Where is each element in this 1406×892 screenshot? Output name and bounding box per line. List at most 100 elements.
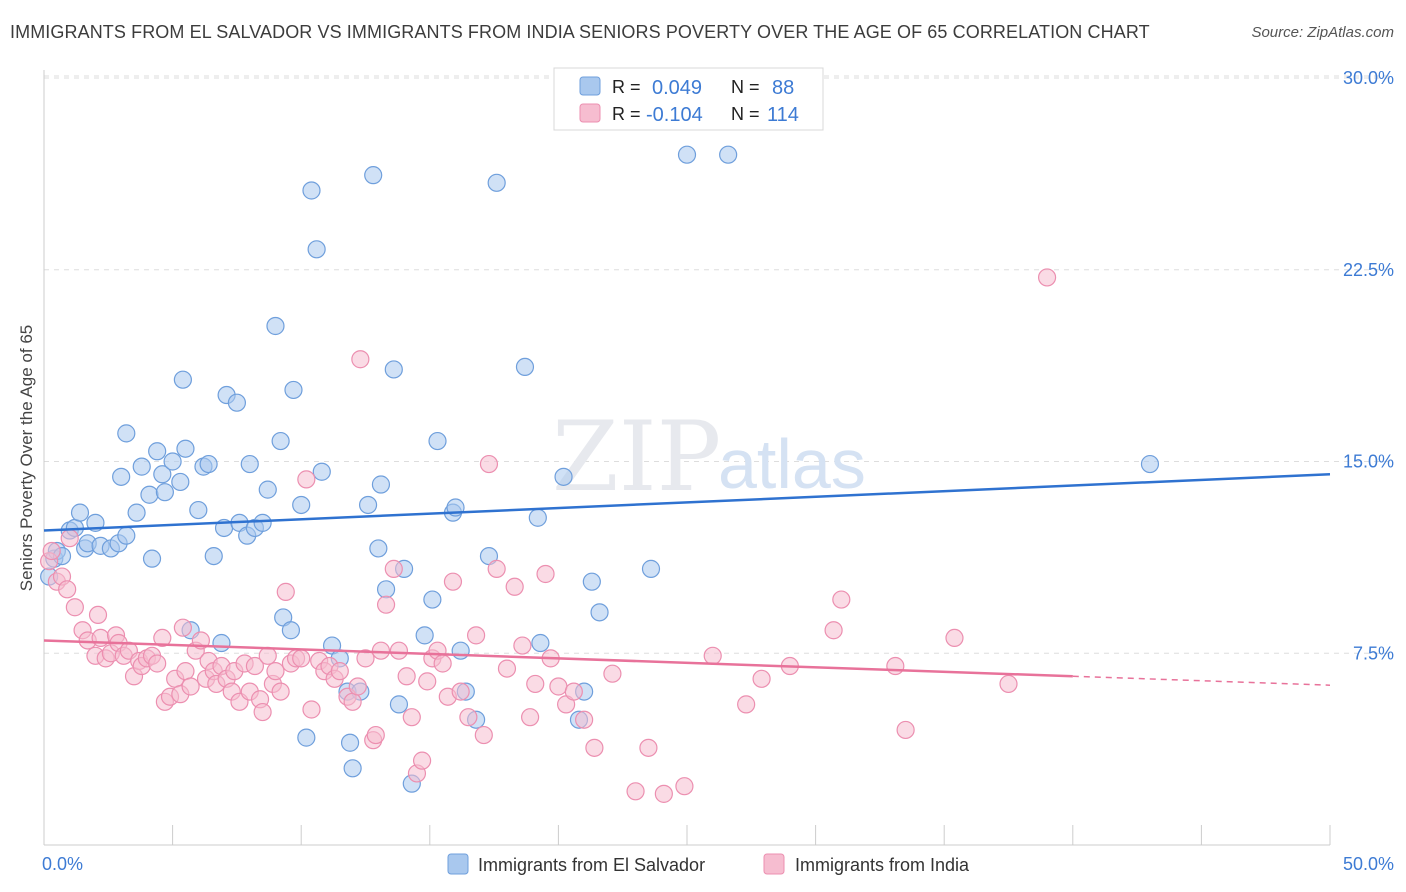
india-point	[366, 725, 385, 745]
india-point	[526, 674, 545, 694]
el-salvador-point	[389, 695, 409, 714]
india-point	[752, 669, 771, 688]
el-salvador-point	[528, 508, 547, 527]
x-tick-label-max: 50.0%	[1343, 854, 1394, 874]
india-point	[42, 541, 61, 561]
el-salvador-point	[307, 240, 326, 259]
india-point	[585, 738, 604, 757]
india-point	[654, 784, 673, 803]
el-salvador-point	[117, 526, 136, 545]
india-point	[474, 725, 493, 745]
india-trend-extension	[1072, 675, 1331, 686]
india-point	[832, 590, 851, 609]
legend-item-swatch-el-salvador	[447, 853, 469, 875]
el-salvador-point	[253, 513, 272, 532]
india-point	[397, 667, 416, 686]
y-tick-label: 22.5%	[1343, 260, 1394, 280]
legend-n-value-1: 88	[772, 77, 794, 99]
el-salvador-point	[302, 181, 321, 200]
legend-item-swatch-india	[763, 853, 785, 875]
india-point	[148, 654, 167, 673]
india-point	[466, 626, 486, 645]
india-point	[60, 529, 79, 548]
india-point	[737, 695, 756, 714]
india-point	[88, 605, 108, 625]
india-point	[459, 708, 478, 727]
watermark-atlas: atlas	[718, 425, 866, 503]
india-point	[297, 470, 316, 489]
el-salvador-point	[281, 621, 301, 640]
el-salvador-point	[343, 759, 362, 778]
el-salvador-point	[227, 393, 246, 412]
india-point	[945, 628, 964, 648]
india-point	[302, 700, 321, 719]
el-salvador-point	[127, 503, 146, 522]
india-point	[639, 738, 658, 757]
india-point	[443, 572, 463, 591]
india-point	[58, 580, 77, 599]
y-axis-label: Seniors Poverty Over the Age of 65	[17, 325, 36, 591]
india-point	[513, 636, 532, 655]
el-salvador-point	[428, 431, 447, 451]
el-salvador-point	[284, 380, 303, 400]
chart-title: IMMIGRANTS FROM EL SALVADOR VS IMMIGRANT…	[10, 22, 1150, 42]
el-salvador-point	[112, 467, 131, 486]
el-salvador-point	[369, 539, 388, 558]
india-point	[626, 782, 645, 801]
india-point	[181, 677, 200, 696]
grid-lines	[44, 75, 1392, 654]
el-salvador-point	[212, 633, 231, 653]
india-point	[824, 621, 843, 640]
india-point	[330, 662, 349, 681]
india-point	[276, 582, 295, 601]
india-point	[575, 710, 594, 729]
correlation-legend: R = 0.049 N = 88 R = -0.104 N = 114	[553, 67, 824, 131]
india-point	[245, 656, 265, 676]
el-salvador-point	[297, 728, 316, 747]
india-point	[389, 641, 409, 660]
el-salvador-point	[173, 370, 192, 389]
india-point	[1037, 268, 1057, 287]
india-point	[343, 692, 362, 711]
india-point	[497, 659, 517, 678]
el-salvador-point	[423, 590, 442, 609]
el-salvador-point	[554, 467, 573, 486]
el-salvador-point	[140, 485, 159, 504]
el-salvador-point	[582, 572, 601, 591]
el-salvador-point	[590, 603, 609, 622]
x-ticks	[43, 825, 1331, 845]
india-point	[479, 454, 499, 474]
el-salvador-point	[384, 360, 403, 379]
india-point	[999, 674, 1018, 694]
y-tick-label: 30.0%	[1343, 68, 1394, 88]
legend-r-label-1: R =	[612, 77, 641, 97]
legend-r-value-1: 0.049	[652, 77, 702, 99]
data-points	[40, 145, 1160, 803]
el-salvador-point	[240, 454, 259, 474]
series-legend: Immigrants from El Salvador Immigrants f…	[447, 853, 970, 875]
india-point	[384, 559, 403, 578]
india-point	[564, 682, 583, 701]
y-tick-label: 15.0%	[1343, 452, 1394, 472]
india-point	[348, 677, 367, 696]
india-point	[266, 662, 285, 681]
india-point	[703, 646, 722, 665]
el-salvador-point	[1140, 454, 1160, 474]
legend-n-label-2: N =	[731, 104, 760, 124]
source-credit: Source: ZipAtlas.com	[1251, 24, 1394, 41]
el-salvador-point	[266, 316, 285, 336]
el-salvador-point	[271, 431, 290, 451]
el-salvador-point	[364, 166, 383, 185]
el-salvador-point	[415, 626, 434, 645]
legend-n-value-2: 114	[767, 104, 799, 126]
india-point	[258, 646, 277, 665]
legend-item-el-salvador: Immigrants from El Salvador	[478, 855, 705, 875]
el-salvador-point	[163, 452, 182, 471]
india-point	[487, 559, 506, 578]
el-salvador-point	[515, 357, 535, 377]
el-salvador-point	[719, 145, 738, 164]
el-salvador-point	[199, 454, 218, 474]
india-point	[402, 708, 421, 727]
el-salvador-point	[70, 503, 90, 522]
